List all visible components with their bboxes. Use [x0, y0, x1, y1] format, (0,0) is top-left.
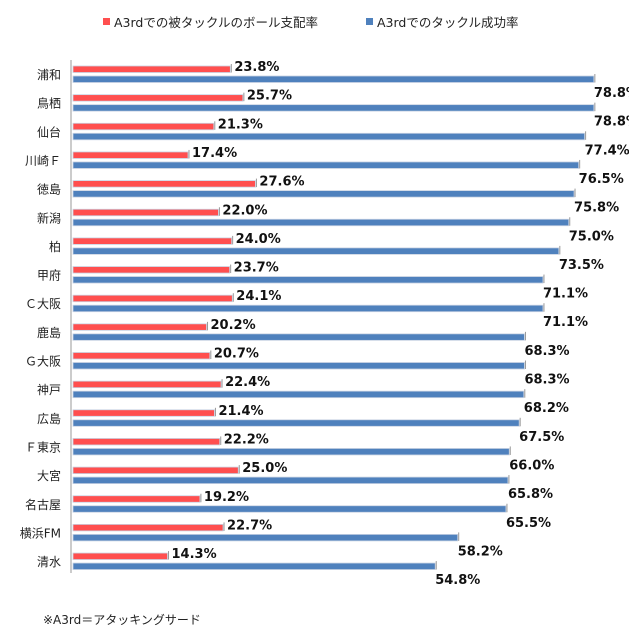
bar-red — [72, 495, 201, 503]
bar-red — [72, 180, 256, 188]
bar-blue — [72, 448, 510, 456]
bar-blue — [72, 505, 507, 513]
category-label: 広島 — [37, 411, 61, 426]
category-label: 大宮 — [37, 468, 61, 483]
category-label: 名古屋 — [25, 497, 61, 512]
bar-red — [72, 94, 244, 102]
data-label: 54.8% — [435, 573, 480, 588]
data-label: 71.1% — [543, 287, 588, 302]
category-label: 仙台 — [37, 124, 61, 139]
data-label: 76.5% — [579, 172, 624, 187]
bar-red — [72, 409, 215, 417]
data-label: 75.8% — [574, 201, 619, 216]
footnote: ※A3rd＝アタッキングサード — [43, 613, 201, 627]
bar-red — [72, 266, 231, 274]
data-label: 66.0% — [509, 458, 554, 473]
category-label: 鹿島 — [37, 325, 61, 340]
legend-label: A3rdでの被タックルのボール支配率 — [114, 15, 318, 30]
legend-item-series-2: A3rdでのタックル成功率 — [366, 12, 518, 31]
data-label: 78.8% — [594, 86, 629, 101]
category-label: 甲府 — [37, 268, 61, 283]
data-label: 68.3% — [524, 344, 569, 359]
data-label: 58.2% — [458, 544, 503, 559]
bar-blue — [72, 218, 570, 227]
data-label: 77.4% — [585, 143, 629, 158]
bar-blue — [72, 562, 436, 570]
bar-blue — [72, 190, 575, 198]
data-label: 14.3% — [172, 547, 217, 562]
bar-red — [72, 323, 207, 331]
legend-swatch-red — [103, 18, 110, 25]
data-label: 22.0% — [222, 203, 267, 218]
bar-blue — [72, 75, 595, 83]
bar-blue — [72, 247, 560, 255]
bar-red — [72, 524, 224, 532]
bar-red — [72, 380, 222, 389]
bar-blue — [72, 132, 586, 141]
bar-red — [72, 237, 233, 245]
data-label: 71.1% — [543, 315, 588, 330]
data-label: 22.4% — [225, 375, 270, 390]
data-label: 65.8% — [508, 487, 553, 502]
bar-red — [72, 352, 211, 360]
category-label: 清水 — [37, 555, 61, 569]
data-label: 68.3% — [524, 373, 569, 388]
data-label: 22.7% — [227, 518, 272, 533]
data-label: 21.4% — [218, 404, 263, 419]
bar-red — [72, 438, 221, 446]
bar-red — [72, 208, 219, 217]
data-label: 24.0% — [236, 232, 281, 247]
bar-red — [72, 466, 239, 475]
data-label: 25.7% — [247, 89, 292, 104]
category-label: 柏 — [49, 239, 61, 254]
bar-blue — [72, 161, 580, 169]
data-label: 25.0% — [242, 461, 287, 476]
data-label: 78.8% — [594, 115, 629, 130]
data-label: 24.1% — [236, 289, 281, 304]
data-label: 23.7% — [234, 261, 279, 276]
data-label: 73.5% — [559, 258, 604, 273]
bar-red — [72, 294, 233, 303]
data-label: 67.5% — [519, 430, 564, 445]
legend-swatch-blue — [366, 18, 373, 25]
data-label: 68.2% — [524, 401, 569, 416]
legend-item-series-1: A3rdでの被タックルのボール支配率 — [103, 12, 318, 31]
category-label: 川崎Ｆ — [25, 154, 61, 168]
bar-blue — [72, 276, 544, 284]
bar-blue — [72, 534, 459, 542]
bar-red — [72, 122, 215, 131]
category-label: Ｃ大阪 — [25, 297, 61, 311]
data-label: 65.5% — [506, 516, 551, 531]
bar-blue — [72, 304, 544, 313]
category-label: 新潟 — [37, 210, 61, 225]
category-label: 徳島 — [37, 182, 61, 197]
data-label: 17.4% — [192, 146, 237, 161]
category-label: 神戸 — [37, 383, 61, 397]
data-label: 20.7% — [214, 347, 259, 362]
bar-blue — [72, 476, 509, 485]
data-label: 22.2% — [224, 432, 269, 447]
bar-blue — [72, 333, 525, 341]
category-label: 横浜FM — [20, 526, 61, 540]
legend-label: A3rdでのタックル成功率 — [377, 15, 519, 30]
category-label: 鳥栖 — [37, 96, 61, 111]
category-label: Ｇ大阪 — [25, 355, 61, 369]
bar-blue — [72, 104, 595, 112]
data-label: 19.2% — [204, 490, 249, 505]
data-label: 27.6% — [259, 175, 304, 190]
bar-red — [72, 552, 168, 560]
data-label: 75.0% — [569, 229, 614, 244]
bar-blue — [72, 419, 520, 427]
data-label: 21.3% — [218, 117, 263, 132]
bar-red — [72, 151, 189, 159]
category-label: 浦和 — [37, 68, 61, 82]
data-label: 20.2% — [211, 318, 256, 333]
category-label: Ｆ東京 — [25, 440, 61, 454]
bar-blue — [72, 362, 525, 370]
data-label: 23.8% — [234, 60, 279, 75]
bar-blue — [72, 390, 525, 399]
bar-red — [72, 65, 231, 73]
